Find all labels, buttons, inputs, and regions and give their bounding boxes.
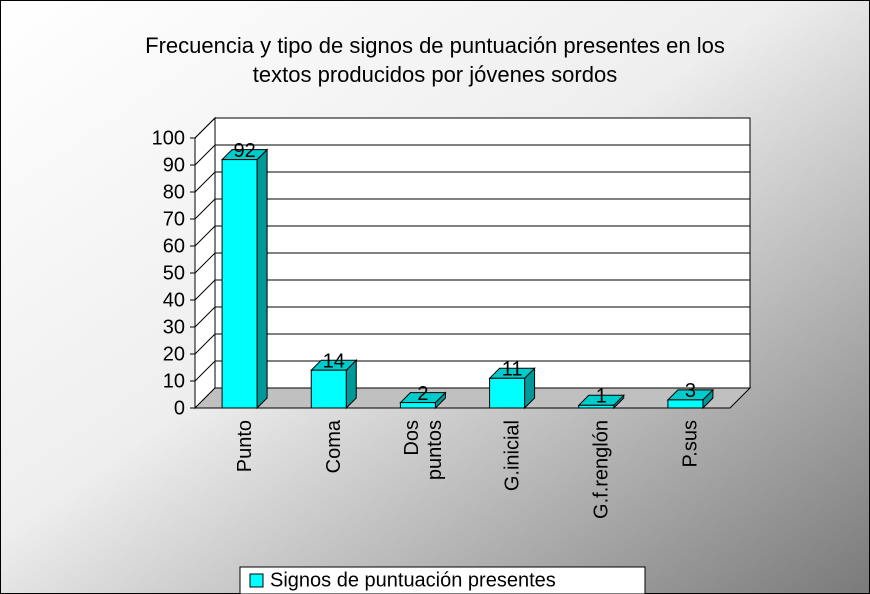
legend-swatch xyxy=(249,573,264,588)
bar xyxy=(578,404,615,409)
data-label: 3 xyxy=(685,380,696,402)
x-tick-label: Dospuntos xyxy=(401,420,446,480)
y-tick-label: 90 xyxy=(163,154,185,176)
grid-line xyxy=(194,252,750,274)
x-tick-label: Punto xyxy=(234,420,256,472)
x-tick-label: P.sus xyxy=(680,420,702,467)
legend: Signos de puntuación presentes xyxy=(239,566,646,594)
grid-line xyxy=(194,225,750,247)
data-label: 2 xyxy=(417,383,428,405)
grid-line xyxy=(194,360,750,382)
bar xyxy=(310,369,347,409)
data-label: 11 xyxy=(502,359,523,381)
bar xyxy=(489,377,526,409)
grid-line xyxy=(194,306,750,328)
y-tick-label: 20 xyxy=(163,343,185,365)
y-tick-label: 40 xyxy=(163,289,185,311)
grid-line xyxy=(194,279,750,301)
grid-line xyxy=(194,333,750,355)
bar-side xyxy=(256,148,268,410)
data-label: 92 xyxy=(233,140,255,162)
x-tick-label: Coma xyxy=(323,419,345,473)
bar xyxy=(667,399,704,409)
floor xyxy=(193,387,752,409)
grid-line xyxy=(194,171,750,193)
y-tick-label: 100 xyxy=(152,127,185,149)
legend-box xyxy=(239,566,646,594)
chart-title: Frecuencia y tipo de signos de puntuació… xyxy=(145,33,725,87)
y-tick-label: 0 xyxy=(174,397,185,419)
y-tick-label: 50 xyxy=(163,262,185,284)
data-label: 14 xyxy=(323,350,345,372)
y-tick-label: 10 xyxy=(163,370,185,392)
grid-line xyxy=(194,117,750,139)
y-tick-label: 80 xyxy=(163,181,185,203)
y-tick-label: 60 xyxy=(163,235,185,257)
y-tick-label: 70 xyxy=(163,208,185,230)
x-tick-label: G.inicial xyxy=(501,420,523,491)
grid-line xyxy=(194,144,750,166)
legend-label: Signos de puntuación presentes xyxy=(270,569,556,591)
x-tick-label: G.f.renglón xyxy=(591,420,613,519)
y-tick-label: 30 xyxy=(163,316,185,338)
bar xyxy=(399,402,436,409)
bar xyxy=(221,159,258,409)
grid-line xyxy=(194,198,750,220)
data-label: 1 xyxy=(596,386,607,408)
